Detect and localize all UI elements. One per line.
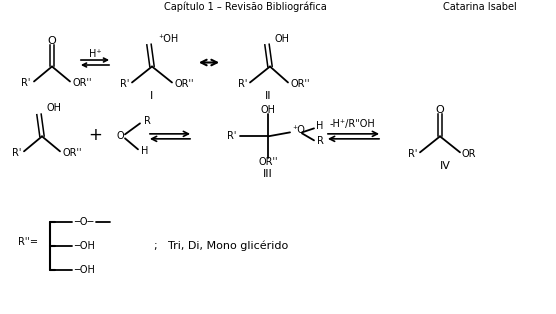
Text: IV: IV [440, 161, 450, 171]
Text: I: I [150, 91, 153, 101]
Text: OH: OH [261, 106, 276, 116]
Text: R': R' [227, 131, 236, 141]
Text: H⁺: H⁺ [89, 49, 101, 58]
Text: Capítulo 1 – Revisão Bibliográfica: Capítulo 1 – Revisão Bibliográfica [163, 1, 326, 12]
Text: R': R' [237, 79, 247, 89]
Text: H: H [141, 146, 148, 156]
Text: Catarina Isabel: Catarina Isabel [443, 2, 517, 12]
Text: O: O [48, 35, 56, 46]
Text: ─OH: ─OH [74, 265, 95, 275]
Text: OR'': OR'' [63, 148, 82, 158]
Text: -H⁺/R"OH: -H⁺/R"OH [329, 119, 375, 129]
Text: ⁺OH: ⁺OH [158, 34, 178, 44]
Text: R': R' [21, 78, 30, 89]
Text: OR'': OR'' [291, 79, 310, 89]
Text: OR'': OR'' [258, 157, 278, 167]
Text: R': R' [408, 149, 417, 159]
Text: +: + [88, 126, 102, 144]
Text: OH: OH [47, 103, 62, 113]
Text: ⁺O: ⁺O [292, 125, 305, 135]
Text: II: II [265, 91, 271, 101]
Text: O: O [116, 131, 124, 141]
Text: OH: OH [275, 34, 290, 44]
Text: ─OH: ─OH [74, 241, 95, 251]
Text: III: III [263, 169, 273, 179]
Text: R''=: R''= [18, 237, 38, 247]
Text: O: O [435, 106, 444, 116]
Text: Tri, Di, Mono glicérido: Tri, Di, Mono glicérido [168, 241, 288, 252]
Text: OR: OR [462, 149, 476, 159]
Text: R: R [317, 136, 324, 146]
Text: OR'': OR'' [73, 78, 92, 89]
Text: H: H [316, 122, 324, 131]
Text: ;: ; [153, 241, 157, 251]
Text: ─O─: ─O─ [74, 217, 93, 227]
Text: R': R' [12, 148, 21, 158]
Text: OR'': OR'' [175, 79, 195, 89]
Text: R: R [144, 116, 151, 127]
Text: R': R' [120, 79, 129, 89]
